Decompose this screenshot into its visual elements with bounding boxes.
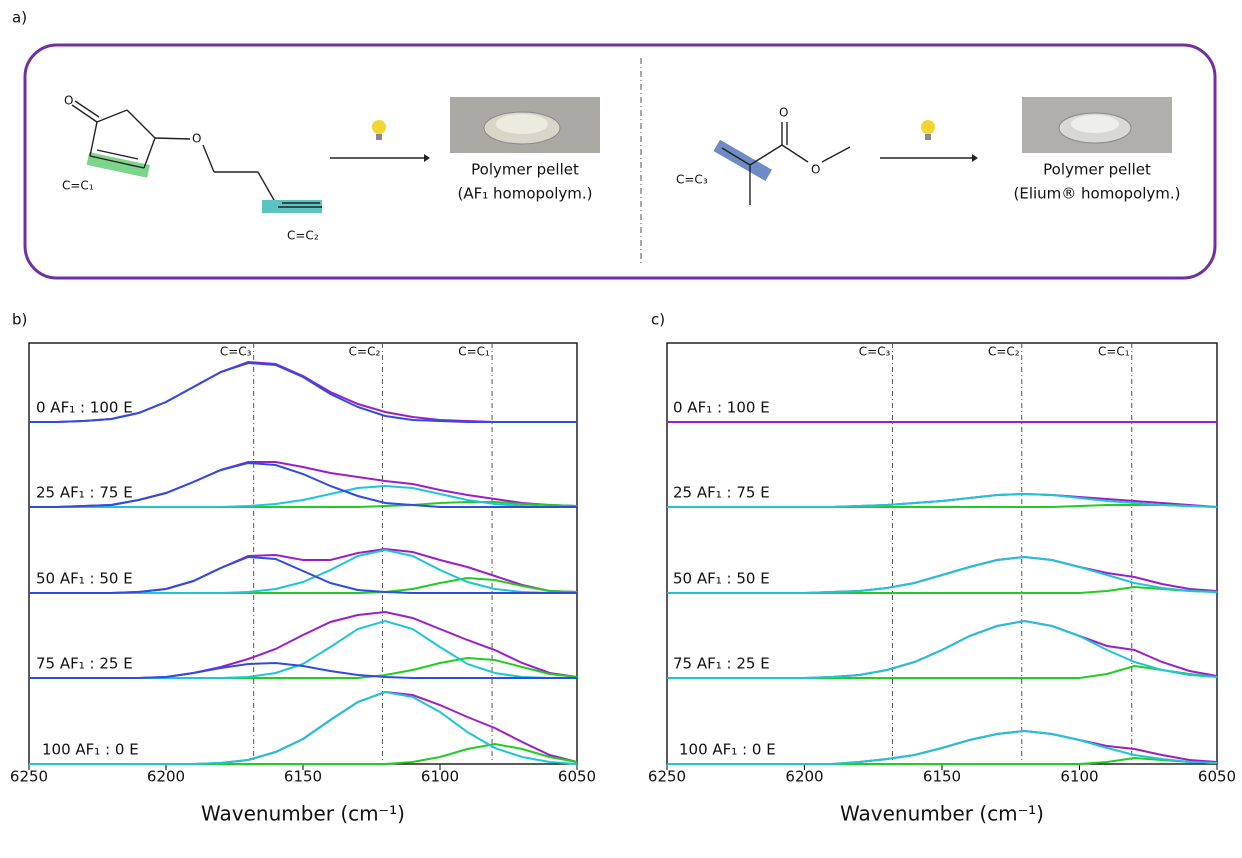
row-label: 25 AF₁ : 75 E [673, 484, 770, 502]
row-label: 75 AF₁ : 25 E [673, 655, 770, 673]
spectrum-curve [29, 361, 577, 423]
reference-label: C=C₁ [1098, 345, 1130, 359]
panel-label: c) [651, 311, 665, 329]
row-label: 100 AF₁ : 0 E [679, 741, 776, 759]
atom: O [811, 163, 820, 177]
x-tick-label: 6050 [558, 768, 596, 786]
row-label: 25 AF₁ : 75 E [36, 484, 133, 502]
x-tick-label: 6100 [1060, 768, 1098, 786]
bond-label: C=C₂ [287, 229, 319, 243]
pellet-photo [1022, 97, 1172, 153]
spectrum-curve [667, 555, 1218, 594]
molecule-elium [713, 122, 851, 205]
atom: O [779, 106, 788, 120]
x-tick-label: 6250 [648, 768, 686, 786]
spectrum-curve [29, 661, 577, 679]
arrow-head [424, 154, 430, 162]
product-label: Polymer pellet [1043, 161, 1151, 179]
panel-label: b) [12, 311, 27, 329]
spectrum-curve [667, 492, 1218, 508]
bond-label: C=C₃ [676, 173, 708, 187]
x-tick-label: 6250 [10, 768, 48, 786]
x-tick-label: 6150 [923, 768, 961, 786]
pellet-photo [450, 97, 600, 153]
molecule-af1 [71, 100, 322, 213]
reference-label: C=C₁ [458, 345, 490, 359]
x-tick-label: 6200 [785, 768, 823, 786]
reference-label: C=C₂ [988, 345, 1020, 359]
x-tick-label: 6150 [284, 768, 322, 786]
row-label: 100 AF₁ : 0 E [42, 741, 139, 759]
bond-label: C=C₁ [62, 179, 94, 193]
spectrum-curve [29, 484, 577, 508]
scheme-box [23, 43, 1217, 280]
row-label: 50 AF₁ : 50 E [673, 570, 770, 588]
spectrum-curve [667, 729, 1218, 765]
light-bulb [372, 120, 386, 140]
product-label: Polymer pellet [471, 161, 579, 179]
row-label: 75 AF₁ : 25 E [36, 655, 133, 673]
reference-label: C=C₃ [859, 345, 891, 359]
arrow-head [972, 154, 978, 162]
row-label: 50 AF₁ : 50 E [36, 570, 133, 588]
reference-label: C=C₂ [349, 345, 381, 359]
row-label: 0 AF₁ : 100 E [673, 399, 770, 417]
reference-label: C=C₃ [220, 345, 252, 359]
x-axis-label: Wavenumber (cm⁻¹) [840, 802, 1044, 826]
panel-label: a) [12, 9, 27, 27]
row-label: 0 AF₁ : 100 E [36, 399, 133, 417]
x-axis-label: Wavenumber (cm⁻¹) [201, 802, 405, 826]
atom: O [192, 132, 201, 146]
atom: O [64, 94, 73, 108]
spectrum-curve [29, 690, 578, 765]
x-tick-label: 6100 [421, 768, 459, 786]
spectrum-curve [667, 619, 1218, 679]
x-tick-label: 6200 [147, 768, 185, 786]
spectrum-curve [29, 555, 577, 594]
x-tick-label: 6050 [1198, 768, 1236, 786]
product-label: (Elium® homopolym.) [1014, 185, 1181, 203]
spectrum-curve [29, 461, 577, 508]
product-label: (AF₁ homopolym.) [458, 185, 593, 203]
light-bulb [921, 120, 935, 140]
